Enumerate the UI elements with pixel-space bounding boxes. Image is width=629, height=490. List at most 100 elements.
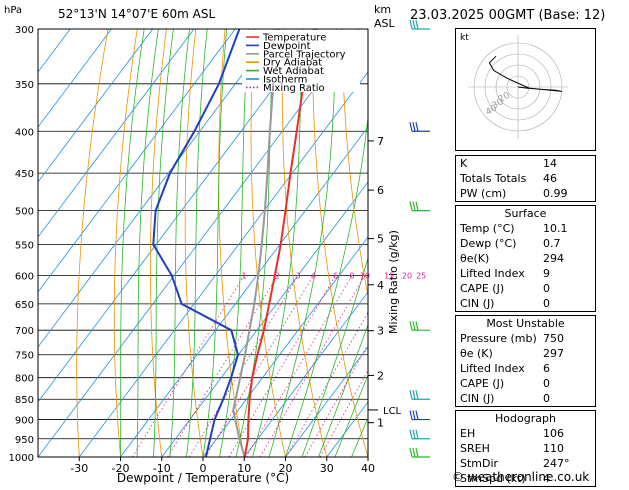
dewpoint-trace	[152, 29, 241, 457]
height-tick-label: 7	[377, 135, 384, 148]
basic-index-row: K 14	[456, 156, 595, 171]
unstable-index-label: CAPE (J)	[460, 377, 505, 390]
isotherm-line	[38, 29, 236, 293]
unstable-index-label: θe (K)	[460, 347, 493, 360]
pressure-tick-label: 450	[15, 169, 34, 180]
legend-label: Dry Adiabat	[263, 58, 322, 69]
mixing-ratio-line	[167, 275, 278, 457]
height-tick-label: 5	[377, 233, 384, 246]
surface-index-label: Dewp (°C)	[460, 237, 517, 250]
dry-adiabat-line	[250, 29, 286, 457]
wind-barb-flag	[412, 19, 416, 30]
pressure-tick-label: 700	[15, 326, 34, 337]
pressure-tick-label: 600	[15, 271, 34, 282]
wind-barb-flag	[409, 122, 413, 132]
wind-barb-flag	[412, 390, 416, 400]
hodograph-index-value: 4	[543, 472, 550, 485]
wet-adiabat-line	[169, 29, 190, 457]
most-unstable-title: Most Unstable	[486, 317, 565, 330]
mixing-ratio-line	[228, 275, 336, 457]
temperature-tick-label: 0	[200, 462, 207, 475]
dry-adiabat-line	[605, 29, 629, 457]
hodograph-index-row: SREH 110	[456, 441, 595, 456]
datetime-label: 23.03.2025 00GMT (Base: 12)	[410, 8, 606, 23]
surface-index-label: θe(K)	[460, 252, 490, 265]
wind-barb-flag	[409, 390, 413, 400]
wind-barb-flag	[409, 447, 413, 458]
isotherm-line	[38, 29, 154, 183]
mixing-ratio-line	[189, 275, 299, 457]
pressure-tick-label: 750	[15, 351, 34, 362]
height-axis: 1 2 3 4 5 6 7 LCL	[368, 135, 402, 430]
mixing-ratio-label: 2	[275, 271, 280, 280]
pressure-unit-label: hPa	[4, 5, 22, 16]
wind-barb-flag	[415, 429, 419, 439]
basic-index-value: 46	[543, 172, 557, 185]
wet-adiabat-line	[153, 29, 174, 457]
wet-adiabat-line	[252, 29, 304, 457]
basic-index-row: PW (cm) 0.99	[456, 186, 595, 201]
unstable-index-label: Pressure (mb)	[460, 332, 537, 345]
isotherm-line	[38, 29, 71, 73]
legend-background	[242, 30, 360, 92]
wet-adiabat-line	[136, 29, 159, 457]
wet-adiabat-line	[334, 373, 368, 457]
basic-index-row: Totals Totals 46	[456, 171, 595, 186]
dry-adiabat-line	[281, 29, 328, 457]
unstable-index-row: Lifted Index 6	[456, 361, 595, 376]
wind-barb-flag	[415, 447, 419, 458]
diagram-grid	[38, 29, 629, 457]
surface-index-label: Temp (°C)	[460, 222, 515, 235]
height-unit-label: km	[374, 3, 391, 16]
dry-adiabat-line	[341, 29, 368, 298]
surface-index-value: 0.7	[543, 237, 561, 250]
wind-barb-flag	[415, 390, 419, 400]
legend-label: Isotherm	[263, 75, 307, 86]
unstable-index-value: 297	[543, 347, 564, 360]
wind-barb-flag	[415, 321, 419, 331]
x-axis-title: Dewpoint / Temperature (°C)	[117, 471, 289, 485]
wind-barb-flag	[412, 201, 416, 211]
surface-index-row: CIN (J) 0	[456, 296, 595, 311]
temperature-tick-label: -30	[70, 462, 88, 475]
surface-index-row: Lifted Index 9	[456, 266, 595, 281]
unstable-index-row: CAPE (J) 0	[456, 376, 595, 391]
wet-adiabat-line	[120, 29, 145, 457]
wind-barb-flag	[415, 410, 419, 420]
wind-barb-flag	[415, 19, 419, 30]
mixing-ratio-line	[304, 343, 368, 457]
pressure-tick-label: 800	[15, 374, 34, 385]
dry-adiabat-line	[312, 29, 368, 457]
basic-index-label: Totals Totals	[460, 172, 527, 185]
pressure-tick-label: 650	[15, 300, 34, 311]
height-tick-label: 6	[377, 184, 384, 197]
hodograph-index-value: 247°	[543, 457, 570, 470]
mixing-ratio-label: 3	[296, 271, 301, 280]
mixing-ratio-label: 25	[416, 271, 426, 280]
hodograph-index-value: 106	[543, 427, 564, 440]
surface-index-row: Dewp (°C) 0.7	[456, 236, 595, 251]
dry-adiabat-line	[150, 29, 167, 457]
hodograph-index-label: StmSpd (kt)	[460, 472, 526, 485]
height-tick-label: 1	[377, 417, 384, 430]
temperature-tick-label: -20	[112, 462, 130, 475]
wind-barb-flag	[412, 447, 416, 458]
location-label: 52°13'N 14°07'E 60m ASL	[58, 7, 215, 21]
temperature-axis: -30 -20 -10 0 10 20 30 40	[70, 457, 375, 475]
dry-adiabat-line	[184, 29, 204, 457]
height-tick-label: 2	[377, 369, 384, 382]
hodograph-index-label: EH	[460, 427, 476, 440]
wind-barb-flag	[415, 201, 419, 211]
hodograph-box: Hodograph EH 106 SREH 110 StmDir 247° StmSpd (…	[455, 410, 596, 487]
wet-adiabat-line	[186, 29, 208, 457]
legend-label: Temperature	[262, 33, 326, 44]
isotherm-line	[202, 236, 368, 457]
wet-adiabat-line	[285, 113, 368, 457]
isotherm-line	[285, 346, 368, 457]
legend-label: Mixing Ratio	[263, 83, 325, 94]
wet-adiabat-line	[219, 29, 250, 457]
mixing-ratio-label: 6	[333, 271, 338, 280]
surface-index-value: 0	[543, 297, 550, 310]
hodograph-trace	[488, 55, 563, 92]
